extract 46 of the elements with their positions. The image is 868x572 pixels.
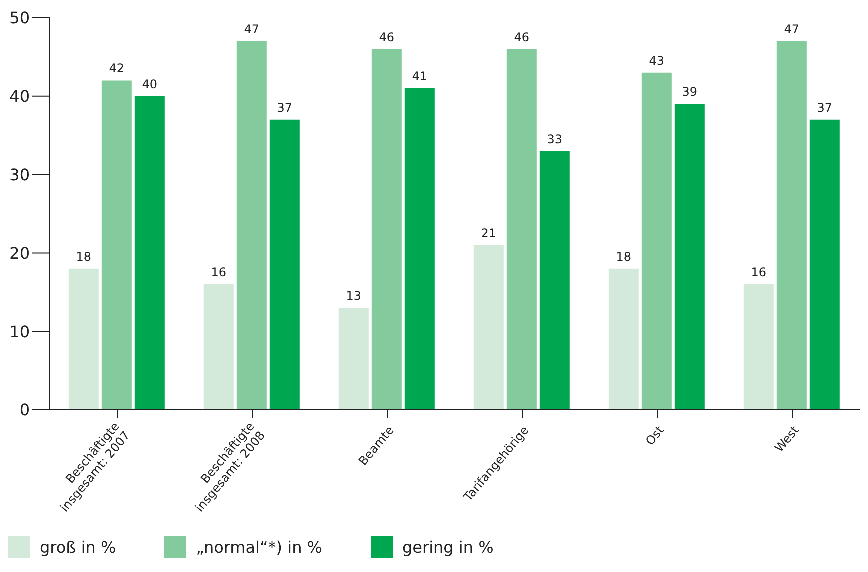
data-label: 47 [784, 22, 800, 37]
bar [68, 268, 99, 410]
data-label: 46 [514, 30, 530, 44]
bar [744, 284, 774, 410]
data-label: 33 [547, 132, 563, 146]
data-label: 37 [277, 100, 293, 115]
data-label: 41 [412, 70, 428, 84]
bar [474, 245, 504, 410]
data-label: 46 [379, 30, 395, 44]
bar [540, 151, 570, 410]
bar [674, 104, 705, 410]
data-label: 16 [751, 266, 767, 280]
bar [608, 268, 639, 410]
data-label: 37 [817, 100, 833, 115]
bar [810, 120, 840, 410]
data-label: 43 [649, 54, 665, 68]
bar [270, 120, 300, 410]
x-tick-label: Ost [643, 423, 668, 448]
bar [372, 49, 402, 410]
y-tick-label: 30 [10, 165, 30, 184]
legend-label: groß in % [40, 538, 116, 556]
bar [204, 284, 234, 410]
y-tick-label: 20 [10, 244, 30, 263]
bar [776, 42, 807, 410]
data-label: 18 [616, 250, 632, 264]
data-label: 18 [76, 250, 92, 264]
bar [102, 80, 132, 410]
data-label: 21 [481, 226, 497, 240]
y-tick-label: 40 [10, 87, 30, 106]
y-tick-label: 50 [10, 8, 30, 28]
data-label: 16 [211, 266, 227, 280]
bar [134, 96, 165, 410]
y-tick-label: 0 [20, 400, 30, 420]
bar [506, 49, 537, 410]
data-label: 47 [244, 22, 260, 37]
bar [338, 308, 369, 410]
data-label: 40 [142, 77, 158, 92]
data-label: 39 [682, 85, 698, 100]
bar [236, 42, 267, 410]
y-tick-label: 10 [10, 322, 30, 342]
bar [642, 72, 672, 410]
bar [404, 88, 435, 410]
data-label: 13 [346, 289, 362, 304]
data-label: 42 [109, 62, 125, 76]
legend-label: gering in % [402, 538, 494, 556]
legend-label: „normal“*) in % [196, 538, 322, 556]
